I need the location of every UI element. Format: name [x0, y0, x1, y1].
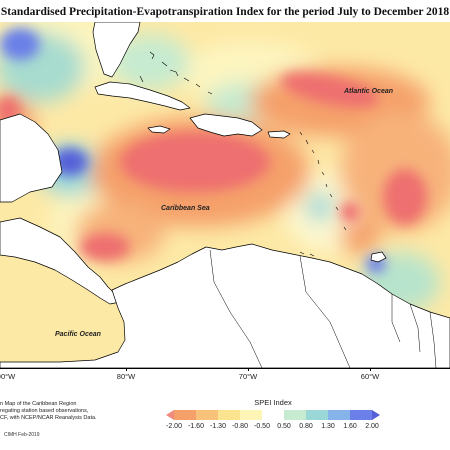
- legend-tick-label: -0.80: [232, 423, 248, 430]
- map-credit: CIMH Feb-2019: [4, 432, 40, 438]
- legend-tick-label: -0.50: [254, 423, 270, 430]
- legend-swatch: [166, 410, 174, 420]
- legend-swatch: [196, 410, 219, 420]
- legend-swatch: [372, 410, 380, 420]
- trinidad-land: [370, 251, 387, 263]
- legend-tick-label: 1.30: [321, 423, 335, 430]
- country-borders: [209, 249, 437, 368]
- lon-label-90w: 90°W: [0, 372, 16, 381]
- lon-label-80w: 80°W: [116, 372, 136, 381]
- legend-swatch: [240, 410, 263, 420]
- spei-legend: SPEI Index -2.00 -1.60 -1.30 -0.80 -0.50 0.50…: [166, 398, 380, 433]
- legend-tick-label: 2.00: [365, 423, 379, 430]
- legend-tick-label: -1.30: [210, 423, 226, 430]
- legend-tick-label: 0.80: [299, 423, 313, 430]
- legend-tick-label: -2.00: [166, 423, 182, 430]
- caption-line: CF, with NCEP/NCAR Reanalysis Data.: [0, 415, 97, 421]
- caption-line: regating station based observations,: [0, 408, 89, 414]
- legend-swatch: [350, 410, 373, 420]
- legend-tick-label: 0.50: [277, 423, 291, 430]
- puerto-rico-land: [267, 130, 291, 139]
- south-america-land: [0, 243, 450, 368]
- legend-swatch: [262, 410, 285, 420]
- lon-tick-80w: [126, 368, 127, 371]
- spei-map: [0, 22, 450, 369]
- small-islands: [139, 51, 347, 257]
- land: [0, 22, 450, 368]
- atlantic-ocean-label: Atlantic Ocean: [344, 88, 394, 95]
- jamaica-land: [147, 125, 171, 134]
- legend-title: SPEI Index: [254, 398, 292, 407]
- caribbean-sea-label: Caribbean Sea: [161, 205, 210, 212]
- lon-label-60w: 60°W: [360, 372, 380, 381]
- caption-line: n Map of the Caribbean Region: [0, 401, 77, 407]
- legend-colorbar: [166, 409, 380, 421]
- legend-tick-label: 1.60: [343, 423, 357, 430]
- legend-colorbar-svg: [166, 410, 380, 420]
- pacific-ocean-label: Pacific Ocean: [55, 331, 101, 338]
- legend-ticks: -2.00 -1.60 -1.30 -0.80 -0.50 0.50 0.80 1.30 1.6…: [166, 423, 380, 433]
- mexico-land: [0, 113, 63, 203]
- hispaniola-land: [189, 113, 263, 137]
- legend-tick-label: -1.60: [188, 423, 204, 430]
- map-caption: n Map of the Caribbean Region regating s…: [0, 401, 150, 422]
- cuba-land: [94, 81, 191, 111]
- lon-tick-60w: [370, 368, 371, 371]
- legend-swatch: [306, 410, 329, 420]
- lon-label-70w: 70°W: [238, 372, 258, 381]
- legend-swatch: [174, 410, 197, 420]
- legend-swatch: [218, 410, 241, 420]
- florida-land: [92, 22, 141, 78]
- map-canvas: [0, 22, 450, 368]
- map-title: Standardised Precipitation-Evapotranspir…: [0, 6, 450, 18]
- legend-swatch: [328, 410, 351, 420]
- lon-tick-70w: [248, 368, 249, 371]
- legend-swatch: [284, 410, 307, 420]
